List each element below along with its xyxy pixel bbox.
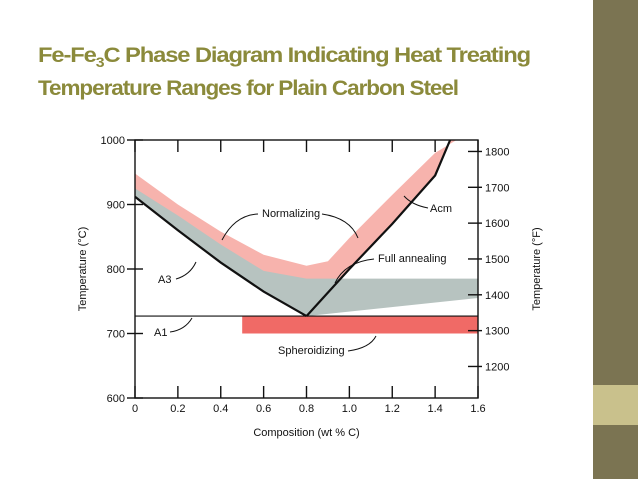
- annotation: Normalizing: [262, 208, 320, 220]
- x-tick-label: 0.2: [170, 403, 185, 415]
- y2-tick-label: 1200: [485, 361, 509, 373]
- y2-tick-label: 1300: [485, 326, 509, 338]
- x-axis-label: Composition (wt % C): [253, 427, 359, 439]
- side-accent: [593, 385, 638, 425]
- chart-title: Fe-Fe 3C Phase Diagram Indicating Heat Tr…: [38, 44, 530, 70]
- region: [242, 316, 478, 334]
- line-label: A3: [158, 274, 171, 286]
- y2-tick-label: 1600: [485, 218, 509, 230]
- chart-title-line2: Temperature Ranges for Plain Carbon Stee…: [38, 77, 458, 100]
- y-axis-label: Temperature (°C): [77, 227, 89, 311]
- y-tick-label: 800: [107, 264, 125, 276]
- region: [135, 188, 478, 317]
- y-tick-label: 1000: [101, 135, 125, 147]
- y2-tick-label: 1400: [485, 290, 509, 302]
- title-part: C Phase Diagram Indicating Heat Treating: [103, 44, 530, 67]
- plot: 0 0.2 0.4 0.6 0.8 1.0 1.2 1.4 1.6 600 700 800 900 100…: [77, 135, 543, 439]
- annotation: Full annealing: [378, 253, 447, 265]
- y-tick-label: 600: [107, 393, 125, 405]
- line-label: Acm: [430, 203, 452, 215]
- annotation: Spheroidizing: [278, 345, 345, 357]
- y2-tick-label: 1500: [485, 254, 509, 266]
- x-tick-label: 1.2: [385, 403, 400, 415]
- annotation-arrow: [175, 261, 197, 280]
- title-subscript: 3: [96, 54, 105, 70]
- annotation-arrow: [334, 258, 375, 284]
- annotation-arrow: [321, 213, 359, 239]
- x-tick-label: 1.0: [342, 403, 357, 415]
- annotation-arrow: [347, 335, 377, 352]
- x-tick-label: 1.6: [470, 403, 485, 415]
- x-tick-label: 0.4: [213, 403, 228, 415]
- x-tick-label: 0.8: [299, 403, 314, 415]
- y-tick-label: 900: [107, 200, 125, 212]
- annotation-arrow: [221, 213, 259, 241]
- line-label: A1: [154, 327, 167, 339]
- y2-tick-label: 1700: [485, 182, 509, 194]
- annotation-arrow: [403, 195, 429, 209]
- x-tick-label: 0.6: [256, 403, 271, 415]
- phase-line: [305, 139, 452, 317]
- y2-tick-label: 1800: [485, 146, 509, 158]
- title-part: Fe-Fe: [38, 44, 96, 67]
- annotation-arrow: [169, 317, 193, 333]
- y-tick-label: 700: [107, 329, 125, 341]
- y2-axis-label: Temperature (°F): [531, 227, 543, 310]
- x-tick-label: 1.4: [427, 403, 442, 415]
- phase-line: [134, 195, 308, 318]
- x-tick-label: 0: [132, 403, 138, 415]
